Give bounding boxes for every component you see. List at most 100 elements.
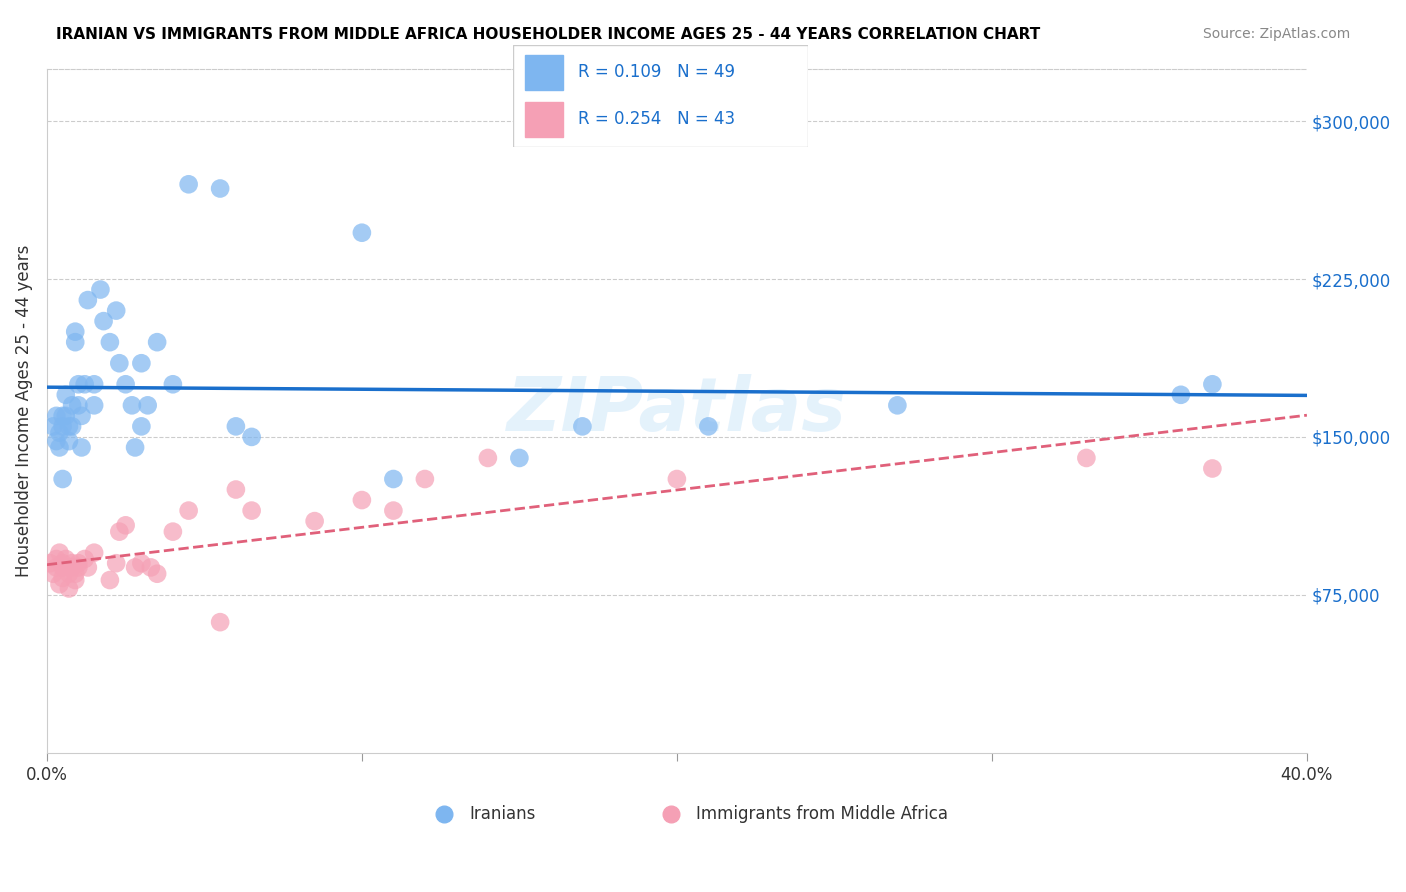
Point <box>73 552 96 566</box>
Point <box>98 335 121 350</box>
Point <box>39 556 62 570</box>
Point <box>60 556 83 570</box>
Point <box>162 377 184 392</box>
Point <box>52 409 75 423</box>
Y-axis label: Householder Income Ages 25 - 44 years: Householder Income Ages 25 - 44 years <box>15 244 32 577</box>
Point <box>52 560 75 574</box>
Text: Immigrants from Middle Africa: Immigrants from Middle Africa <box>696 805 948 823</box>
Text: Iranians: Iranians <box>470 805 536 823</box>
Point <box>58 419 80 434</box>
Point <box>240 430 263 444</box>
Text: R = 0.254   N = 43: R = 0.254 N = 43 <box>578 111 735 128</box>
Point <box>108 356 131 370</box>
FancyBboxPatch shape <box>513 45 808 147</box>
Text: ZIPatlas: ZIPatlas <box>508 374 846 447</box>
Point <box>58 434 80 449</box>
Point <box>60 398 83 412</box>
Point <box>105 303 128 318</box>
Point <box>48 546 70 560</box>
Point <box>45 552 67 566</box>
Point <box>48 425 70 440</box>
Point <box>52 556 75 570</box>
Point <box>350 226 373 240</box>
Point <box>83 377 105 392</box>
Point <box>65 566 87 581</box>
Point <box>45 409 67 423</box>
Point <box>60 560 83 574</box>
Point <box>146 335 169 350</box>
Text: R = 0.109   N = 49: R = 0.109 N = 49 <box>578 63 735 81</box>
Point <box>1076 450 1098 465</box>
Point <box>83 546 105 560</box>
Point <box>67 398 90 412</box>
Point <box>83 398 105 412</box>
Point <box>42 419 65 434</box>
Point <box>67 560 90 574</box>
Point <box>131 419 153 434</box>
Point <box>76 293 98 307</box>
Point <box>508 450 530 465</box>
Point <box>55 409 77 423</box>
Point <box>52 472 75 486</box>
Point <box>67 556 90 570</box>
Point <box>131 356 153 370</box>
Point <box>58 582 80 596</box>
Point <box>177 178 200 192</box>
Point <box>697 419 720 434</box>
Point <box>65 573 87 587</box>
Point <box>124 560 146 574</box>
Point <box>139 560 162 574</box>
Point <box>65 335 87 350</box>
Point <box>73 377 96 392</box>
Point <box>477 450 499 465</box>
Point <box>89 283 111 297</box>
Point <box>209 615 232 629</box>
Point <box>48 577 70 591</box>
Point <box>105 556 128 570</box>
Point <box>55 552 77 566</box>
Point <box>114 518 136 533</box>
Point <box>665 472 688 486</box>
FancyBboxPatch shape <box>524 102 564 137</box>
Point <box>382 472 405 486</box>
Point <box>60 419 83 434</box>
Point <box>413 472 436 486</box>
Point <box>1201 461 1223 475</box>
Point <box>886 398 908 412</box>
Point <box>114 377 136 392</box>
Point <box>177 503 200 517</box>
Point <box>58 566 80 581</box>
Point <box>382 503 405 517</box>
Point <box>76 560 98 574</box>
Point <box>55 560 77 574</box>
Point <box>350 493 373 508</box>
Point <box>45 434 67 449</box>
Point <box>136 398 159 412</box>
Point <box>98 573 121 587</box>
Point <box>45 560 67 574</box>
Point <box>225 419 247 434</box>
Text: Source: ZipAtlas.com: Source: ZipAtlas.com <box>1202 27 1350 41</box>
Point <box>121 398 143 412</box>
Point <box>131 556 153 570</box>
FancyBboxPatch shape <box>524 55 564 90</box>
Point <box>52 419 75 434</box>
Point <box>70 441 93 455</box>
Point <box>240 503 263 517</box>
Point <box>48 441 70 455</box>
Point <box>162 524 184 539</box>
Point <box>225 483 247 497</box>
Point <box>146 566 169 581</box>
Point <box>55 388 77 402</box>
Point <box>52 571 75 585</box>
Point <box>571 419 593 434</box>
Point <box>209 181 232 195</box>
Point <box>1201 377 1223 392</box>
Point <box>70 409 93 423</box>
Point <box>65 325 87 339</box>
Point <box>108 524 131 539</box>
Point <box>304 514 326 528</box>
Point <box>1170 388 1192 402</box>
Text: IRANIAN VS IMMIGRANTS FROM MIDDLE AFRICA HOUSEHOLDER INCOME AGES 25 - 44 YEARS C: IRANIAN VS IMMIGRANTS FROM MIDDLE AFRICA… <box>56 27 1040 42</box>
Point <box>67 377 90 392</box>
